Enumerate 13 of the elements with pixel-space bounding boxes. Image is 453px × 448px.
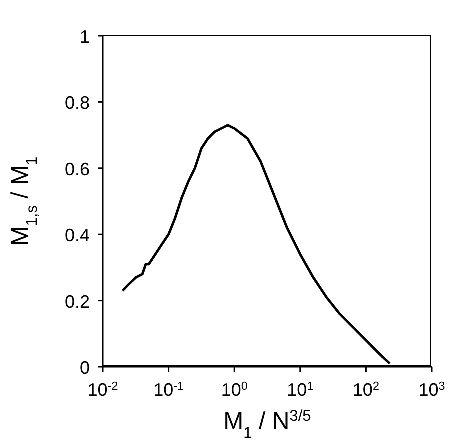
y-tick-label: 0.2 bbox=[64, 292, 90, 312]
x-tick-label: 10$^{2}$ bbox=[352, 380, 380, 400]
x-axis-title: M$_{1}$ / N$^{3/5}$ bbox=[224, 408, 312, 442]
x-tick-label: 10$^{1}$ bbox=[287, 380, 314, 400]
x-tick-label: 10$^{0}$ bbox=[221, 380, 248, 400]
x-tick-label: 10$^{3}$ bbox=[418, 380, 446, 400]
x-tick-label: 10$^{-1}$ bbox=[154, 380, 184, 400]
x-tick-label: 10$^{-2}$ bbox=[88, 380, 118, 400]
y-tick-label: 0.8 bbox=[64, 93, 90, 114]
y-tick-label: 1 bbox=[80, 27, 90, 47]
y-tick-label: 0 bbox=[80, 358, 90, 378]
y-tick-label: 0.6 bbox=[64, 159, 90, 180]
y-tick-label: 0.4 bbox=[64, 226, 90, 246]
